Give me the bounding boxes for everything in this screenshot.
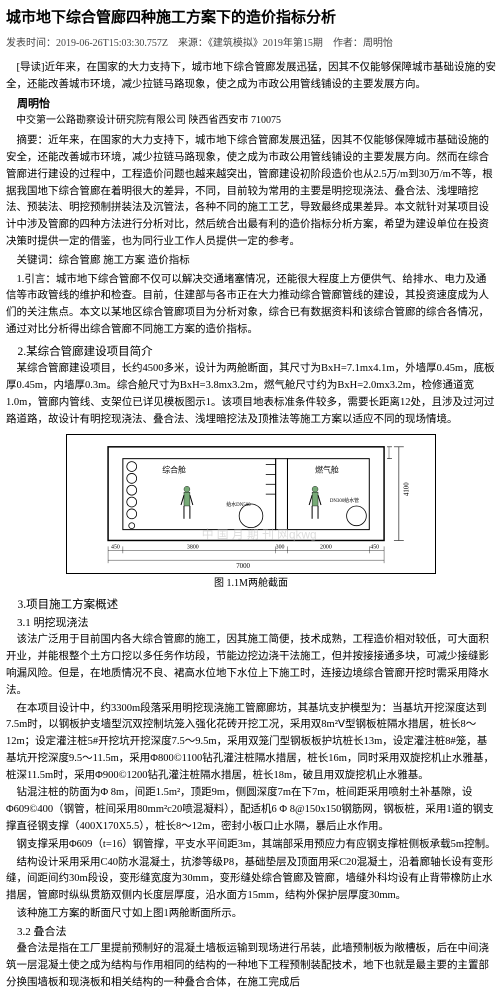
lead-para: [导读]近年来，在国家的大力支持下，城市地下综合管廊发展迅猛，因其不仅能够保障城…	[6, 60, 496, 94]
section-2-title: 2.某综合管廊建设项目简介	[6, 343, 496, 361]
section-2-body: 某综合管廊建设项目，长约4500多米，设计为两舱断面，其尺寸为BxH=7.1mx…	[6, 361, 496, 428]
human-figure-icon	[181, 487, 193, 520]
author-label: 作者：	[333, 38, 363, 49]
affiliation: 中交第一公路勘察设计研究院有限公司 陕西省西安市 710075	[6, 113, 496, 129]
pub-time-label: 发表时间：	[6, 38, 56, 49]
s1-text: 城市地下综合管廊不仅可以解决交通堵塞情况，还能很大程度上方便供气、给排水、电力及…	[6, 274, 489, 335]
author: 周明怡	[363, 38, 393, 49]
dim-col1: 450	[111, 545, 120, 551]
lead-label: [导读]	[17, 62, 45, 73]
section-3-title: 3.项目施工方案概述	[6, 596, 496, 614]
author-name: 周明怡	[6, 96, 496, 114]
s32-p: 叠合法是指在工厂里提前预制好的混凝土墙板运输到现场进行吊装，此墙预制板为敞槽板，…	[6, 941, 496, 991]
s31-p6: 该种施工方案的断面尺寸如上图1两舱断面所示。	[6, 906, 496, 923]
abstract-para: 摘要：近年来，在国家的大力支持下，城市地下综合管廊发展迅猛，因其不仅能够保障城市…	[6, 133, 496, 251]
s31-p5: 结构设计采用采用C40防水混凝土，抗渗等级P8，基础垫层及顶面用采C20混凝土，…	[6, 855, 496, 905]
dim-col4: 2000	[320, 545, 332, 551]
section-3-2-title: 3.2 叠合法	[6, 924, 496, 942]
right-chamber-label: 燃气舱	[315, 465, 339, 475]
dn500-label: 给水DN500	[226, 501, 251, 508]
abstract-text: 近年来，在国家的大力支持下，城市地下综合管廊发展迅猛，因其不仅能够保障城市基础设…	[6, 135, 493, 247]
figure-caption: 图 1.1M两舱截面	[6, 576, 496, 592]
dim-col3: 300	[276, 545, 285, 551]
abstract-label: 摘要：	[17, 135, 49, 146]
s31-p1: 该法广泛用于目前国内各大综合管廊的施工，因其施工简便，技术成熟，工程造价相对较低…	[6, 632, 496, 699]
keywords-para: 关键词：综合管廊 施工方案 造价指标	[6, 253, 496, 270]
human-figure-icon	[309, 487, 321, 520]
keywords-text: 综合管廊 施工方案 造价指标	[59, 255, 190, 266]
diagram-container: 给水DN500 燃气舱 综合舱 DN300给水管 4100	[6, 434, 496, 574]
keywords-label: 关键词：	[17, 255, 59, 266]
dim-total: 7000	[236, 563, 250, 570]
cross-section-diagram: 给水DN500 燃气舱 综合舱 DN300给水管 4100	[66, 434, 436, 574]
s1-label: 1.引言：	[17, 274, 56, 285]
meta-line: 发表时间：2019-06-26T15:03:30.757Z 来源：《建筑模拟》2…	[6, 36, 496, 52]
source-label: 来源：	[178, 38, 208, 49]
dim-col2: 3800	[187, 545, 199, 551]
s31-p3: 钻混注桩的防面为Φ 8m，间距1.5m²，顶距9m，侧圆深度7m在下7m，桩间距…	[6, 785, 496, 835]
dim-height: 4100	[404, 482, 411, 496]
section-3-1-title: 3.1 明挖现浇法	[6, 615, 496, 633]
page-title: 城市地下综合管廊四种施工方案下的造价指标分析	[6, 6, 496, 30]
s31-p2: 在本项目设计中，约3300m段落采用明挖现浇施工管廊廊坊，其基坑支护模型为：当基…	[6, 701, 496, 785]
lead-text: 近年来，在国家的大力支持下，城市地下综合管廊发展迅猛，因其不仅能够保障城市基础设…	[6, 62, 496, 90]
left-chamber-label: 综合舱	[162, 465, 186, 475]
section-1: 1.引言：城市地下综合管廊不仅可以解决交通堵塞情况，还能很大程度上方便供气、给排…	[6, 272, 496, 339]
pub-time: 2019-06-26T15:03:30.757Z	[56, 38, 168, 49]
s31-p4: 钢支撑采用Φ609（t=16）钢管撑，平支水平间距3m，其端部采用预应力有应钢支…	[6, 837, 496, 854]
source: 《建筑模拟》2019年第15期	[208, 38, 323, 49]
dn300-label: DN300给水管	[330, 497, 359, 504]
author-block: 周明怡 中交第一公路勘察设计研究院有限公司 陕西省西安市 710075	[6, 96, 496, 130]
dim-col5: 450	[370, 545, 379, 551]
watermark: 中 国 月 期 刊 网qkwg	[202, 528, 317, 542]
